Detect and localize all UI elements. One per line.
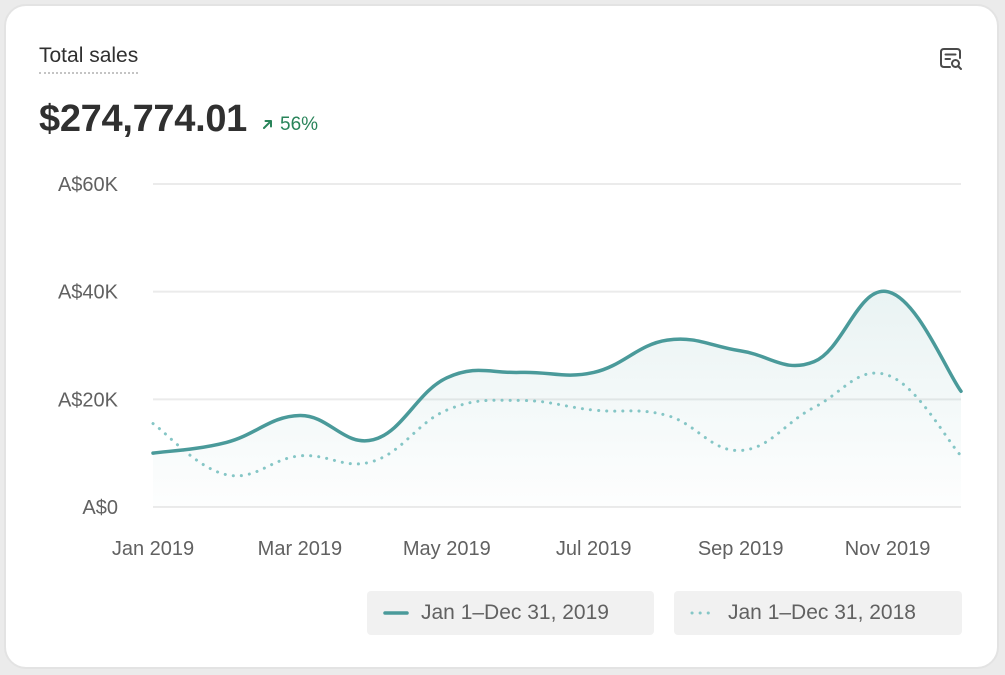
y-tick-label: A$60K xyxy=(58,174,119,196)
data-point-2018[interactable] xyxy=(516,396,524,404)
data-point-2018[interactable] xyxy=(369,457,377,465)
data-point-2019[interactable] xyxy=(663,336,671,344)
x-tick-label: Mar 2019 xyxy=(258,538,343,560)
data-point-2018[interactable] xyxy=(222,471,230,479)
data-point-2019[interactable] xyxy=(590,368,598,376)
data-point-2019[interactable] xyxy=(516,368,524,376)
data-point-2018[interactable] xyxy=(296,452,304,460)
data-point-2018[interactable] xyxy=(884,371,892,379)
total-sales-card: Total sales $274,774.01 56% xyxy=(4,4,999,669)
x-tick-label: Jan 2019 xyxy=(112,538,194,560)
data-point-2019[interactable] xyxy=(369,436,377,444)
total-sales-value: $274,774.01 xyxy=(39,98,248,140)
data-point-2019[interactable] xyxy=(149,449,157,457)
data-point-2019[interactable] xyxy=(296,411,304,419)
series-line-2018 xyxy=(151,371,963,478)
series-layer xyxy=(149,288,965,507)
y-tick-label: A$20K xyxy=(58,389,119,411)
data-point-2018[interactable] xyxy=(810,403,818,411)
data-point-2019[interactable] xyxy=(737,347,745,355)
series-area-2019 xyxy=(153,291,961,507)
arrow-up-right-icon xyxy=(263,120,273,129)
data-point-2019[interactable] xyxy=(810,358,818,366)
x-tick-label: May 2019 xyxy=(403,538,491,560)
data-point-2018[interactable] xyxy=(443,406,451,414)
y-tick-label: A$0 xyxy=(82,497,118,519)
change-percent: 56% xyxy=(280,113,319,135)
legend-label: Jan 1–Dec 31, 2019 xyxy=(421,601,609,624)
data-point-2018[interactable] xyxy=(663,411,671,419)
x-tick-label: Jul 2019 xyxy=(556,538,632,560)
report-search-icon xyxy=(940,48,962,70)
data-point-2019[interactable] xyxy=(443,374,451,382)
data-point-2018[interactable] xyxy=(149,420,157,428)
data-point-2019[interactable] xyxy=(222,438,230,446)
y-tick-label: A$40K xyxy=(58,282,119,304)
data-point-2019[interactable] xyxy=(884,288,892,296)
axis-labels: A$0 A$20K A$40K A$60K Jan 2019 Mar 2019 May 20… xyxy=(58,174,930,560)
data-point-2018[interactable] xyxy=(737,446,745,454)
dotted-line-swatch xyxy=(690,611,716,615)
change-badge: 56% xyxy=(261,114,318,136)
headline: $274,774.01 56% xyxy=(39,98,318,141)
data-point-2018[interactable] xyxy=(957,452,965,460)
legend-item-2018[interactable]: Jan 1–Dec 31, 2018 xyxy=(674,591,962,635)
legend-label: Jan 1–Dec 31, 2018 xyxy=(728,601,916,624)
series-line-2019 xyxy=(151,289,963,455)
x-tick-label: Nov 2019 xyxy=(845,538,931,560)
data-point-2019[interactable] xyxy=(957,387,965,395)
data-point-2018[interactable] xyxy=(590,406,598,414)
x-tick-label: Sep 2019 xyxy=(698,538,784,560)
legend-item-2019[interactable]: Jan 1–Dec 31, 2019 xyxy=(367,591,654,635)
card-title[interactable]: Total sales xyxy=(39,44,139,74)
report-search-button[interactable] xyxy=(934,42,968,76)
solid-line-swatch xyxy=(383,611,409,615)
